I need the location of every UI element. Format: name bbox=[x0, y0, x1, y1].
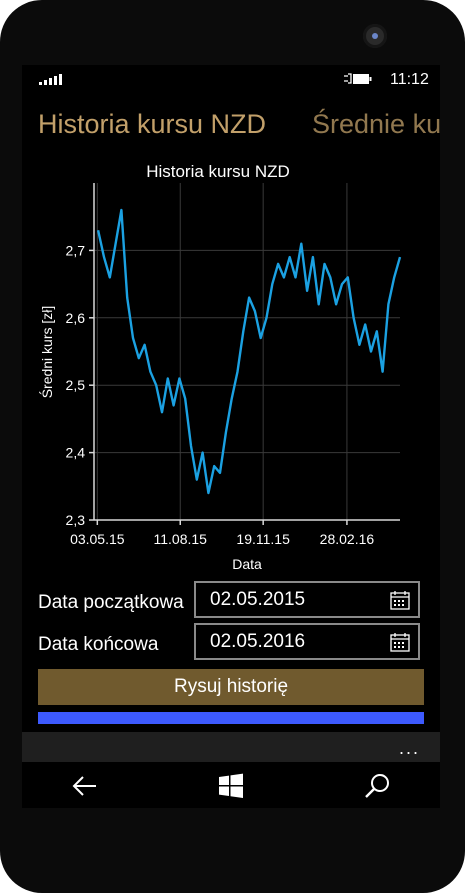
clock: 11:12 bbox=[390, 71, 429, 88]
search-icon[interactable] bbox=[363, 772, 391, 800]
start-date-picker[interactable]: 02.05.2015 bbox=[194, 581, 420, 618]
start-date-value: 02.05.2015 bbox=[210, 589, 306, 610]
x-tick-label: 11.08.15 bbox=[154, 531, 208, 547]
pivot-header: Historia kursu NZD Średnie kurs bbox=[22, 109, 440, 153]
more-options-button[interactable]: ... bbox=[398, 738, 420, 758]
back-arrow-icon[interactable] bbox=[71, 772, 99, 800]
series-line bbox=[96, 208, 402, 495]
end-date-label: Data końcowa bbox=[38, 634, 159, 655]
rate-history-chart: Historia kursu NZD 2,3 2,4 2,5 2,6 2,7 03.05.… bbox=[38, 162, 402, 572]
progress-bar bbox=[38, 712, 424, 724]
x-tick-label: 19.11.15 bbox=[236, 531, 290, 547]
start-date-label: Data początkowa bbox=[38, 592, 184, 613]
end-date-picker[interactable]: 02.05.2016 bbox=[194, 623, 420, 660]
y-tick-label: 2,5 bbox=[66, 377, 86, 393]
battery-charging-icon bbox=[344, 73, 372, 84]
y-axis-label: Średni kurs [zł] bbox=[38, 306, 55, 399]
y-tick-label: 2,6 bbox=[66, 310, 86, 326]
y-tick-label: 2,3 bbox=[66, 512, 86, 528]
navigation-bar bbox=[22, 762, 440, 808]
screen: 11:12 Historia kursu NZD Średnie kurs Hi… bbox=[22, 65, 440, 808]
app-bar: ... bbox=[22, 732, 440, 762]
chart-grid bbox=[94, 183, 400, 521]
status-bar: 11:12 bbox=[22, 65, 440, 95]
x-tick-label: 28.02.16 bbox=[320, 531, 375, 547]
windows-icon[interactable] bbox=[217, 772, 245, 800]
x-tick-label: 03.05.15 bbox=[70, 531, 125, 547]
signal-icon bbox=[39, 74, 62, 85]
y-tick-label: 2,7 bbox=[66, 242, 86, 258]
pivot-tab-averages[interactable]: Średnie kurs bbox=[312, 109, 440, 139]
pivot-tab-history[interactable]: Historia kursu NZD bbox=[38, 109, 267, 139]
end-date-value: 02.05.2016 bbox=[210, 631, 306, 652]
draw-history-button[interactable]: Rysuj historię bbox=[38, 669, 424, 705]
progress-fill bbox=[38, 712, 424, 724]
chart-title: Historia kursu NZD bbox=[146, 162, 290, 181]
calendar-icon bbox=[390, 591, 410, 610]
x-axis-label: Data bbox=[232, 556, 262, 572]
axis-ticks: 2,3 2,4 2,5 2,6 2,7 03.05.15 11.08.15 19.11.15 2… bbox=[66, 242, 375, 547]
y-tick-label: 2,4 bbox=[66, 445, 86, 461]
calendar-icon bbox=[390, 633, 410, 652]
front-camera bbox=[363, 24, 387, 48]
